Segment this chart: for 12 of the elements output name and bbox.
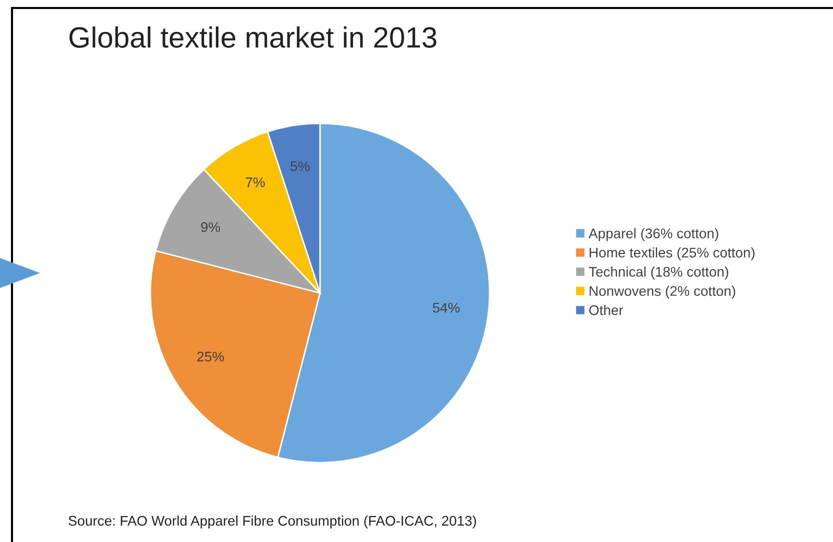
data-label: 5% [290, 161, 310, 172]
legend-label: Technical (18% cotton) [588, 266, 728, 280]
data-label: 54% [432, 302, 460, 313]
legend-label: Other [589, 304, 624, 316]
chart-title: Global textile market in 2013 [69, 26, 436, 48]
data-label: 7% [246, 177, 265, 188]
legend-label: Apparel (36% cotton) [588, 228, 718, 242]
data-label: 9% [201, 222, 220, 232]
legend-label: Home textiles (25% cotton) [590, 247, 754, 260]
data-label: 25% [197, 352, 224, 362]
legend-label: Nonwovens (2% cotton) [590, 286, 736, 299]
source-note: Source: FAO World Apparel Fibre Consumption (FAO-ICAC, 2013) [68, 516, 476, 528]
